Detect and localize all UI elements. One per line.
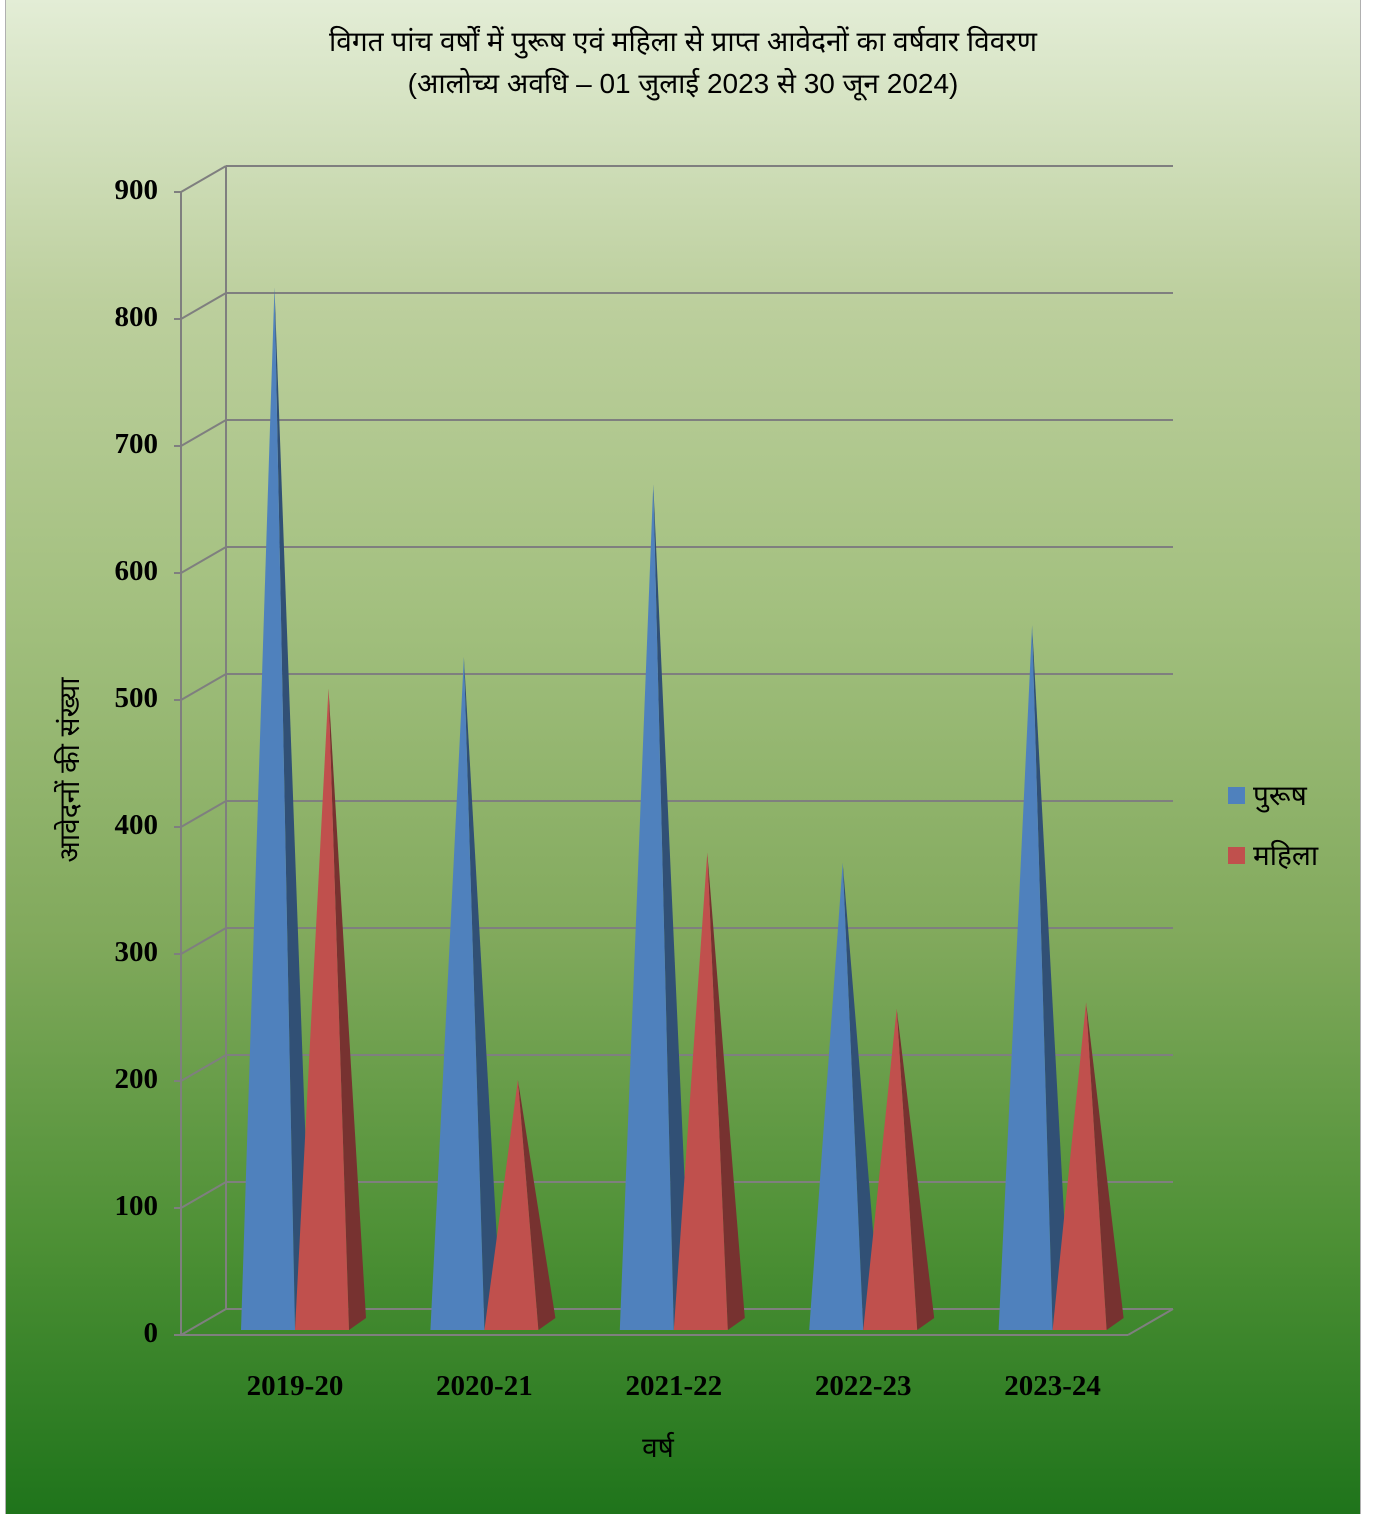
y-tick-label: 200 <box>114 1063 159 1095</box>
pyramid-male-2020-21 <box>430 656 485 1330</box>
y-tick-label: 900 <box>114 174 159 206</box>
gridline-side <box>180 1308 227 1336</box>
pyramid-side-female <box>517 1079 556 1330</box>
y-tick-label: 400 <box>114 809 159 841</box>
x-tick-label: 2020-21 <box>436 1370 533 1402</box>
y-tick-label: 100 <box>114 1190 159 1222</box>
legend-swatch-female <box>1228 846 1245 864</box>
gridline-side <box>180 673 227 701</box>
pyramid-side-female <box>1086 1002 1124 1330</box>
floor-right-edge <box>1127 1308 1174 1336</box>
plot-area <box>174 165 1174 1336</box>
gridline-side <box>180 419 227 447</box>
y-tick-label: 600 <box>114 555 159 587</box>
pyramid-female-2020-21 <box>484 1079 539 1330</box>
y-tick-label: 700 <box>114 428 159 460</box>
legend-label-female: महिला <box>1253 840 1319 871</box>
pyramid-male-2023-24 <box>998 625 1053 1330</box>
pyramid-female-2019-20 <box>295 688 349 1330</box>
legend: पुरूष महिला <box>1228 765 1318 885</box>
gridline-side <box>180 800 227 828</box>
x-tick-label: 2021-22 <box>625 1370 723 1402</box>
gridline-side <box>180 546 227 574</box>
pyramid-side-male <box>842 862 881 1330</box>
pyramid-side-female <box>328 688 366 1330</box>
x-tick-label: 2022-23 <box>814 1370 912 1402</box>
pyramid-female-2021-22 <box>673 852 728 1330</box>
x-axis-label: वर्ष <box>642 1432 674 1463</box>
legend-swatch-male <box>1228 786 1245 804</box>
chart-subtitle: (आलोच्य अवधि – 01 जुलाई 2023 से 30 जून 2… <box>407 68 959 99</box>
y-axis-label: आवेदनों की संख्या <box>54 677 85 863</box>
legend-item-female: महिला <box>1228 825 1318 885</box>
y-tick-label: 800 <box>114 301 159 333</box>
y-tick-label: 300 <box>114 936 159 968</box>
gridline-side <box>180 292 227 320</box>
gridline-side <box>180 1181 227 1209</box>
y-tick-label: 0 <box>143 1317 159 1349</box>
gridline-side <box>180 1054 227 1082</box>
pyramid-male-2021-22 <box>619 484 674 1330</box>
pyramid-male-2019-20 <box>241 287 295 1330</box>
chart-title: विगत पांच वर्षों में पुरूष एवं महिला से … <box>329 26 1037 57</box>
x-tick-label: 2023-24 <box>1004 1370 1101 1402</box>
pyramid-female-2023-24 <box>1052 1002 1107 1330</box>
pyramid-side-male <box>1032 625 1070 1330</box>
gridline-side <box>180 927 227 955</box>
x-tick-label: 2019-20 <box>246 1370 344 1402</box>
pyramid-side-male <box>463 656 502 1330</box>
pyramid-side-female <box>896 1008 935 1330</box>
pyramid-female-2022-23 <box>863 1008 918 1330</box>
pyramid-side-female <box>707 852 745 1330</box>
chart-area: विगत पांच वर्षों में पुरूष एवं महिला से … <box>5 0 1361 1514</box>
pyramid-male-2022-23 <box>809 862 864 1330</box>
pyramid-side-male <box>653 484 691 1330</box>
legend-label-male: पुरूष <box>1253 780 1307 811</box>
legend-item-male: पुरूष <box>1228 765 1318 825</box>
gridline-side <box>180 165 227 193</box>
y-tick-label: 500 <box>114 682 159 714</box>
pyramid-side-male <box>274 287 312 1330</box>
